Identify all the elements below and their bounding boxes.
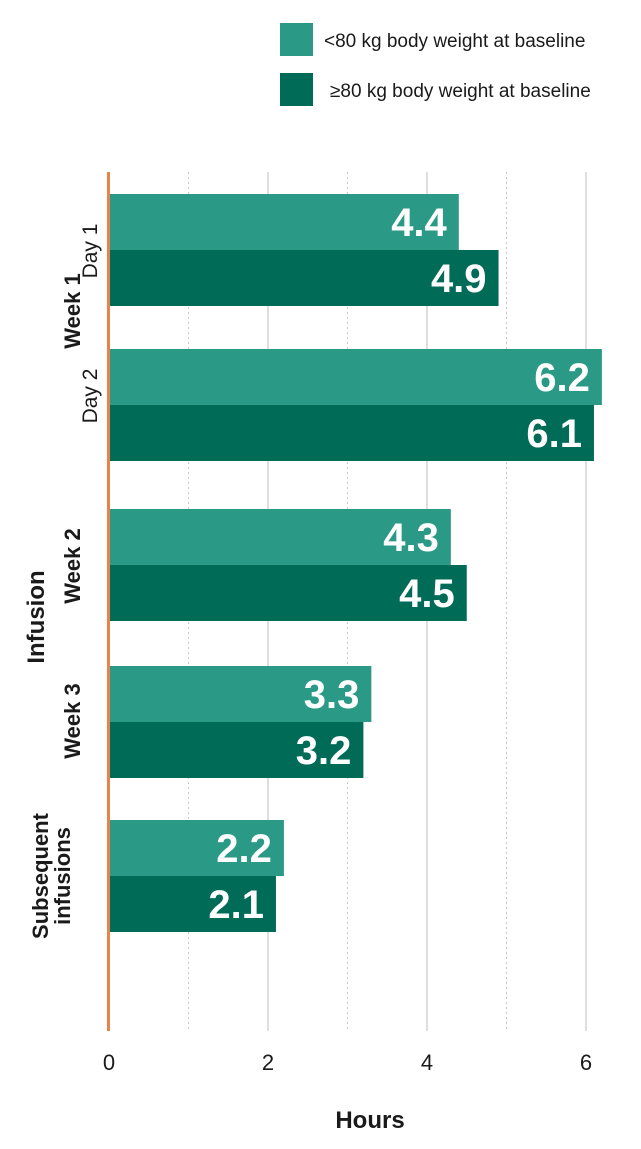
category-label-week-3: Week 3 <box>60 683 85 758</box>
bar-value-label: 2.2 <box>216 827 272 871</box>
x-axis-title: Hours <box>335 1107 404 1134</box>
y-axis-title: Infusion <box>23 570 50 663</box>
bar <box>109 405 594 461</box>
bar <box>109 666 372 722</box>
category-label-subsequent-infusions: Subsequentinfusions <box>28 812 75 939</box>
bar <box>109 509 451 565</box>
bar <box>109 722 364 778</box>
bar <box>109 194 459 250</box>
bar <box>109 250 499 306</box>
x-tick-label: 2 <box>262 1050 274 1075</box>
bar-value-label: 4.3 <box>383 516 439 560</box>
category-label-week-1: Week 1 <box>60 273 85 348</box>
sub-label-day-1: Day 1 <box>79 224 102 279</box>
legend: <80 kg body weight at baseline ≥80 kg bo… <box>280 23 591 106</box>
legend-swatch-light <box>280 23 313 56</box>
legend-label-light: <80 kg body weight at baseline <box>324 31 585 52</box>
bar <box>109 349 602 405</box>
bar-value-label: 3.2 <box>296 729 352 773</box>
bar <box>109 820 284 876</box>
bar <box>109 876 276 932</box>
bar-value-label: 2.1 <box>208 883 264 927</box>
bar-value-label: 6.2 <box>534 356 590 400</box>
x-tick-labels: 0 2 4 6 <box>103 1050 592 1075</box>
legend-swatch-dark <box>280 73 313 106</box>
bar-value-label: 4.4 <box>391 201 447 245</box>
bar-value-label: 4.9 <box>431 257 487 301</box>
x-tick-label: 0 <box>103 1050 115 1075</box>
bar-value-label: 6.1 <box>526 412 582 456</box>
bar-value-label: 3.3 <box>304 673 360 717</box>
x-tick-label: 4 <box>421 1050 433 1075</box>
sub-label-day-2: Day 2 <box>79 369 102 424</box>
bars: 4.4 4.9 6.2 6.1 4.3 4.5 3.3 3.2 2.2 2.1 <box>109 194 602 932</box>
category-label-week-2: Week 2 <box>60 528 85 603</box>
bar <box>109 565 467 621</box>
bar-value-label: 4.5 <box>399 572 455 616</box>
legend-label-dark: ≥80 kg body weight at baseline <box>330 81 591 102</box>
x-tick-label: 6 <box>580 1050 592 1075</box>
